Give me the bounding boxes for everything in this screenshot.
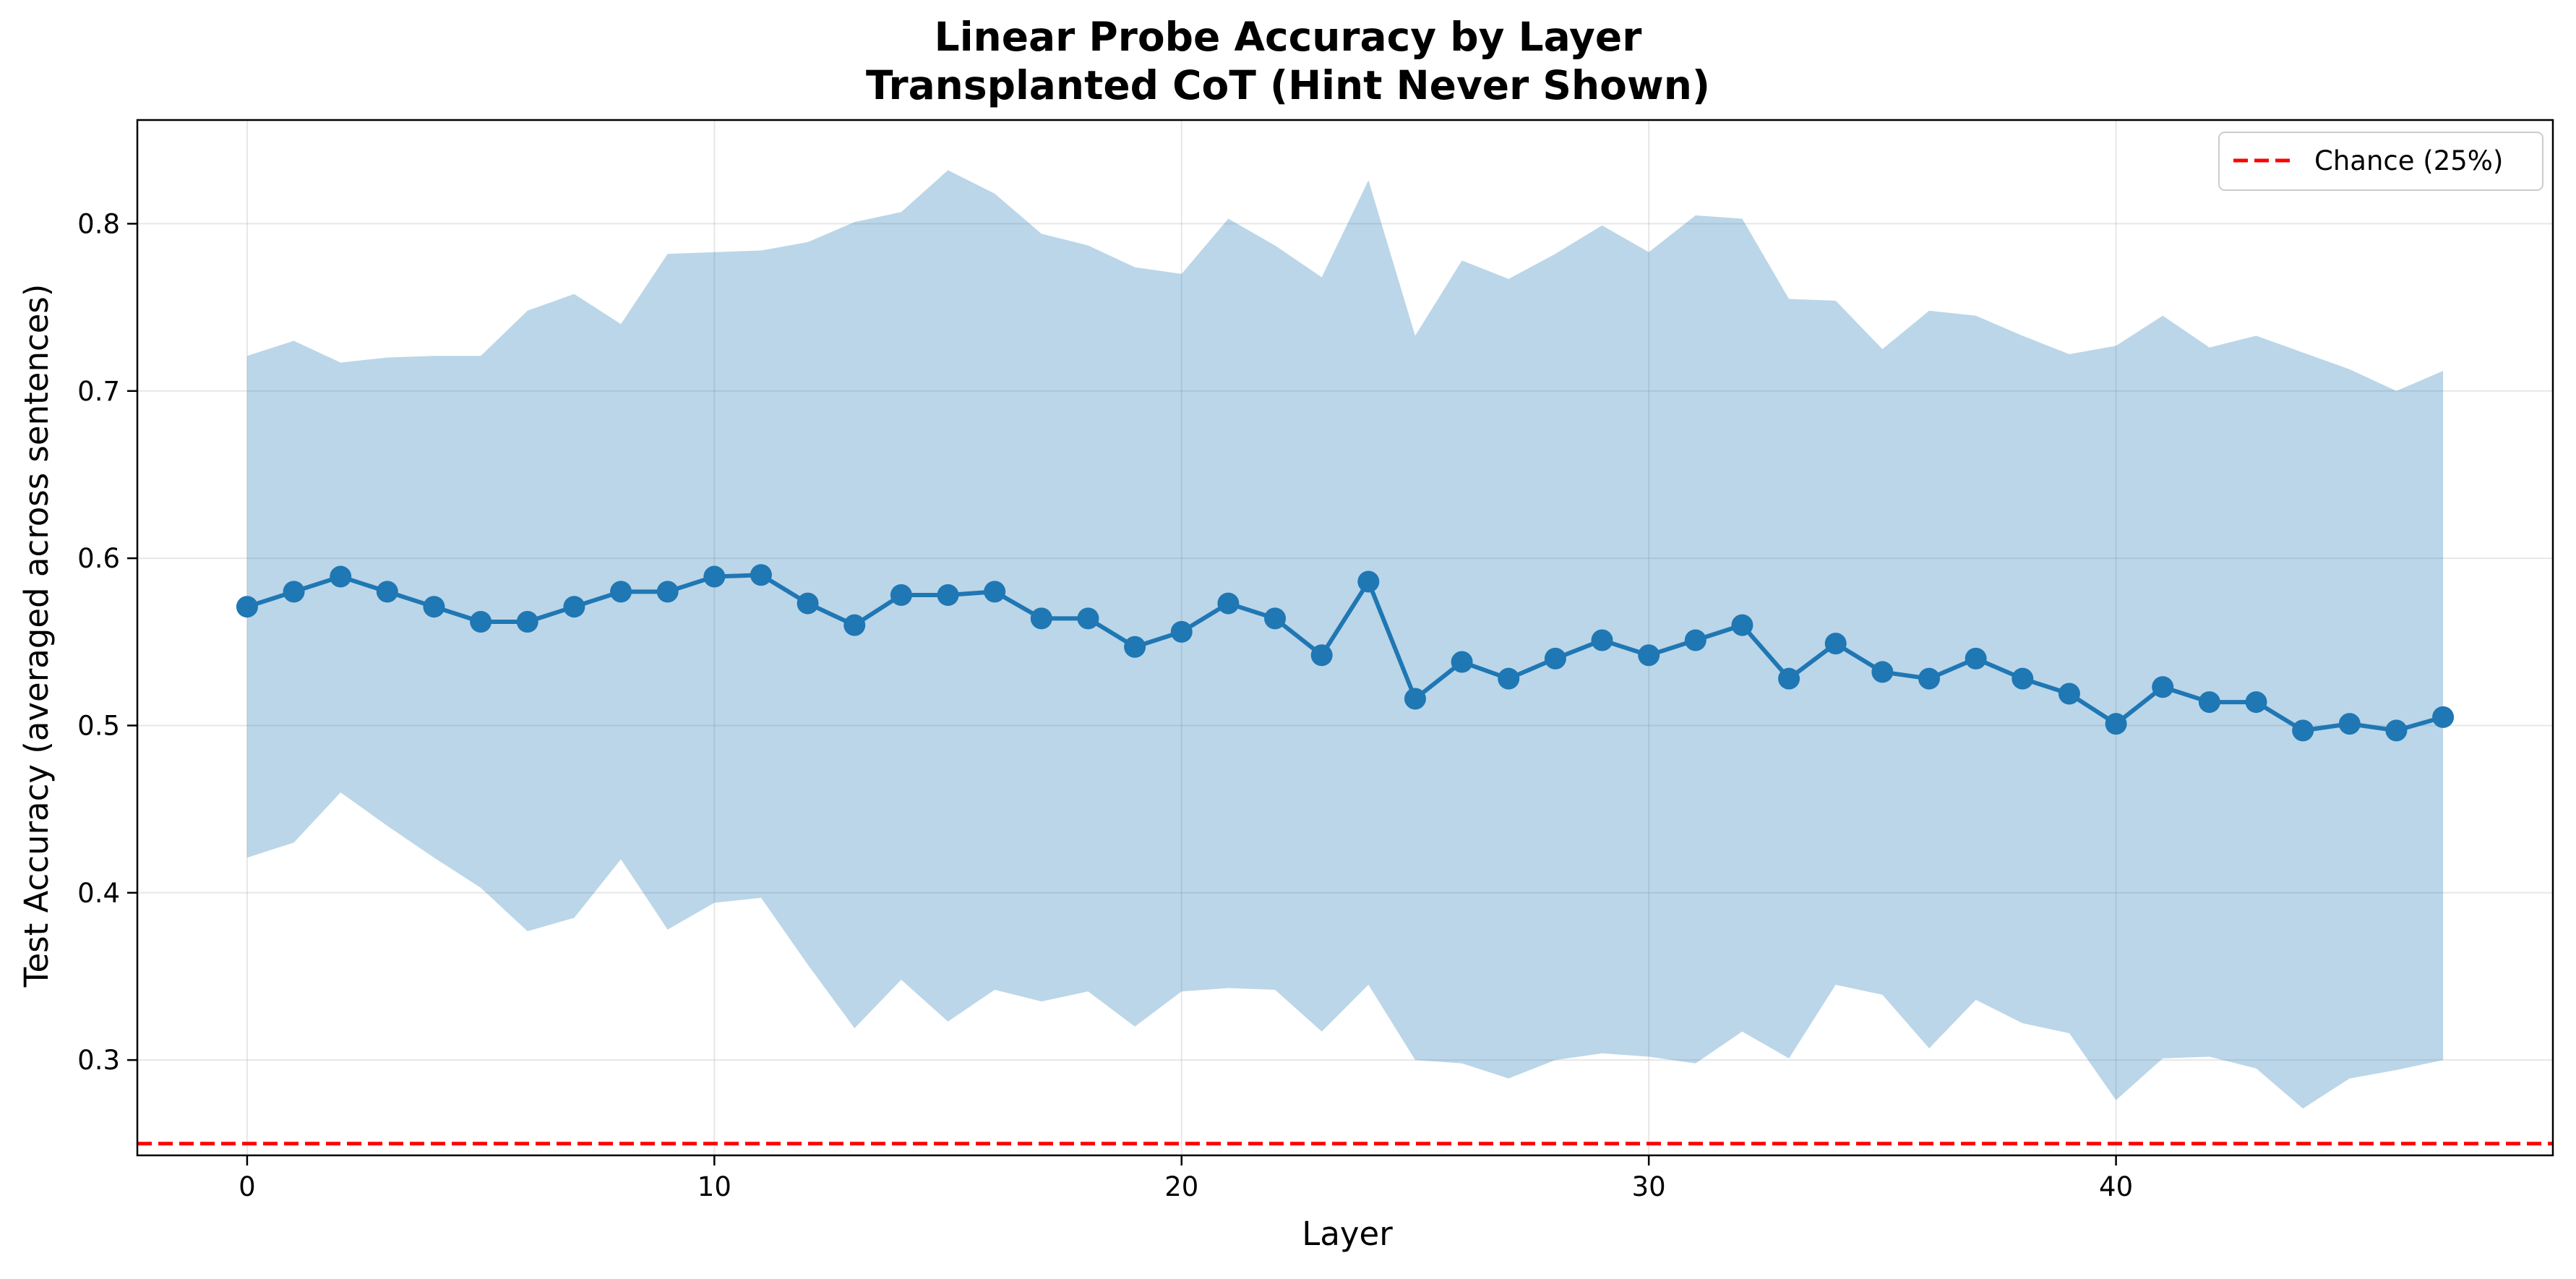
data-point [1871, 661, 1894, 683]
data-point [2152, 676, 2174, 698]
x-tick-label: 30 [1632, 1171, 1666, 1202]
confidence-band [246, 170, 2444, 1109]
data-point [1451, 651, 1473, 673]
data-point [2385, 719, 2408, 742]
y-tick-label: 0.4 [77, 878, 120, 909]
series-marker-layer [236, 564, 2455, 742]
data-point [1030, 607, 1052, 630]
data-point [1404, 688, 1426, 710]
y-axis-ticks: 0.3 0.4 0.5 0.6 0.7 0.8 [77, 208, 137, 1076]
y-tick-label: 0.6 [77, 543, 120, 574]
data-point [2012, 667, 2034, 690]
data-point [1731, 614, 1753, 636]
data-point [1544, 647, 1566, 670]
plot-frame [136, 119, 2554, 1157]
data-point [937, 584, 959, 607]
data-point [2432, 706, 2455, 728]
data-point [1357, 570, 1380, 593]
data-point [1310, 644, 1333, 667]
data-point [2105, 713, 2127, 735]
x-tick-label: 10 [697, 1171, 731, 1202]
confidence-band-layer [246, 170, 2444, 1109]
data-point [236, 596, 258, 618]
data-point [1638, 644, 1660, 667]
data-point [610, 581, 632, 603]
data-point [1077, 607, 1099, 630]
legend-box [2218, 132, 2543, 191]
data-point [1124, 636, 1146, 658]
data-point [1824, 633, 1847, 655]
data-point [423, 596, 445, 618]
y-tick-label: 0.8 [77, 208, 120, 239]
grid [137, 120, 2553, 1155]
data-point [703, 565, 726, 588]
x-axis-label: Layer [1302, 1215, 1393, 1253]
legend: Chance (25%) [2218, 132, 2543, 191]
data-point [984, 581, 1006, 603]
data-point [1778, 667, 1800, 690]
data-point [1498, 667, 1520, 690]
data-point [2058, 683, 2080, 705]
data-point [2338, 713, 2361, 735]
y-tick-label: 0.3 [77, 1045, 120, 1076]
data-point [1965, 647, 1987, 670]
data-point [843, 614, 866, 636]
data-point [283, 581, 305, 603]
data-point [1918, 667, 1941, 690]
legend-entry-chance: Chance (25%) [2314, 145, 2503, 176]
chart-title: Linear Probe Accuracy by Layer [935, 14, 1642, 60]
data-point [797, 592, 819, 615]
x-tick-label: 40 [2099, 1171, 2133, 1202]
data-point [656, 581, 679, 603]
data-point [516, 611, 538, 633]
data-point [1684, 629, 1706, 651]
y-axis-label: Test Accuracy (averaged across sentences… [17, 284, 56, 988]
x-axis-ticks: 0 10 20 30 40 [239, 1155, 2133, 1202]
data-point [750, 564, 772, 586]
data-point [890, 584, 912, 607]
chart-subtitle: Transplanted CoT (Hint Never Shown) [866, 62, 1710, 108]
y-tick-label: 0.7 [77, 376, 120, 407]
data-point [376, 581, 398, 603]
x-tick-label: 0 [239, 1171, 256, 1202]
data-point [2198, 691, 2220, 714]
y-tick-label: 0.5 [77, 710, 120, 741]
data-point [1170, 620, 1193, 643]
data-point [2292, 719, 2314, 742]
x-tick-label: 20 [1164, 1171, 1198, 1202]
data-point [2245, 691, 2267, 714]
data-point [330, 565, 352, 588]
data-point [563, 596, 585, 618]
data-point [1217, 592, 1240, 615]
data-point [1264, 607, 1287, 630]
data-point [470, 611, 492, 633]
data-point [1591, 629, 1613, 651]
